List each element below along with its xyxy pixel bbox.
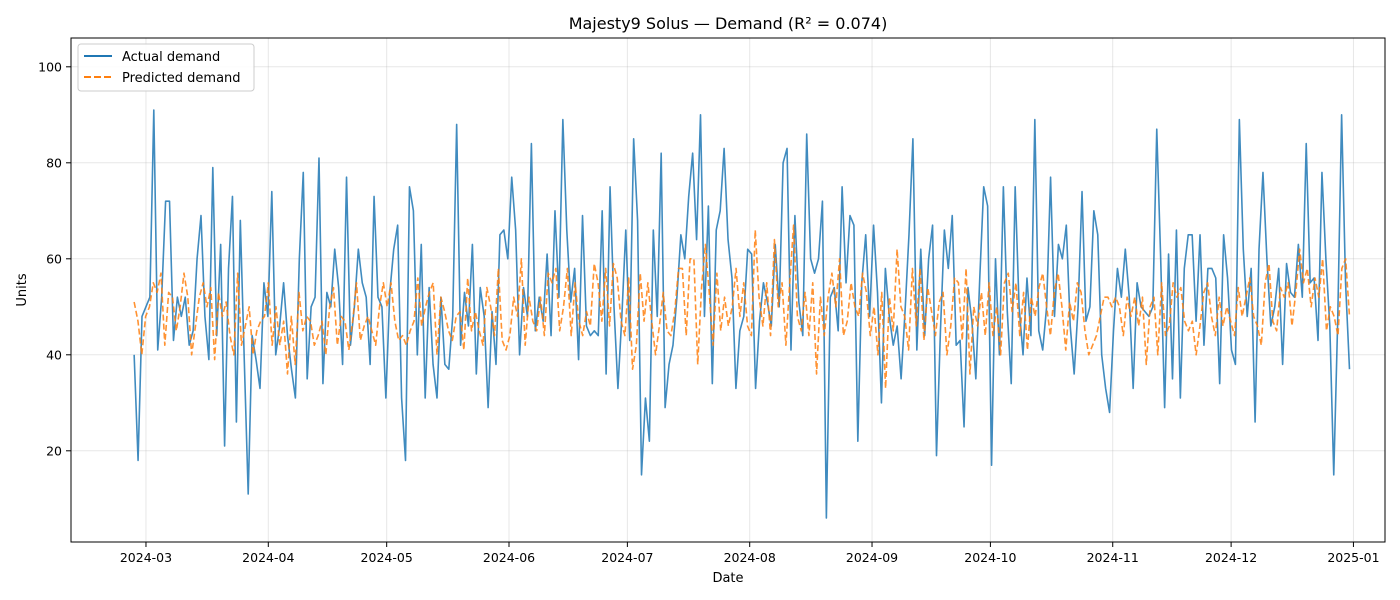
x-tick-label: 2024-04 <box>242 550 294 565</box>
x-tick-label: 2024-10 <box>964 550 1016 565</box>
y-tick-label: 100 <box>38 59 62 74</box>
legend: Actual demand Predicted demand <box>77 43 255 92</box>
plot-area-frame <box>70 37 1386 543</box>
y-tick-label: 40 <box>46 347 62 362</box>
legend-box <box>77 43 255 92</box>
legend-label-actual: Actual demand <box>122 50 220 65</box>
actual-demand-line <box>133 109 1351 519</box>
legend-label-predicted: Predicted demand <box>122 71 241 86</box>
x-axis-label: Date <box>712 571 743 586</box>
chart-title: Majesty9 Solus — Demand (R² = 0.074) <box>569 14 888 33</box>
x-tick-label: 2024-11 <box>1087 550 1139 565</box>
x-tick-label: 2024-07 <box>601 550 653 565</box>
y-tick-label: 60 <box>46 251 62 266</box>
x-tick-label: 2024-12 <box>1205 550 1257 565</box>
x-tick-label: 2024-08 <box>724 550 776 565</box>
predicted-demand-line <box>133 224 1351 390</box>
x-tick-label: 2025-01 <box>1327 550 1379 565</box>
y-axis-label: Units <box>15 273 30 306</box>
x-tick-label: 2024-09 <box>846 550 898 565</box>
x-tick-label: 2024-05 <box>361 550 413 565</box>
y-tick-label: 80 <box>46 155 62 170</box>
x-tick-label: 2024-06 <box>483 550 535 565</box>
y-tick-label: 20 <box>46 443 62 458</box>
series-layer <box>133 109 1351 519</box>
x-axis-ticks: 2024-03 2024-04 2024-05 2024-06 2024-07 2024-… <box>120 542 1380 565</box>
y-axis-ticks: 20 40 60 80 100 <box>38 59 71 458</box>
x-tick-label: 2024-03 <box>120 550 172 565</box>
